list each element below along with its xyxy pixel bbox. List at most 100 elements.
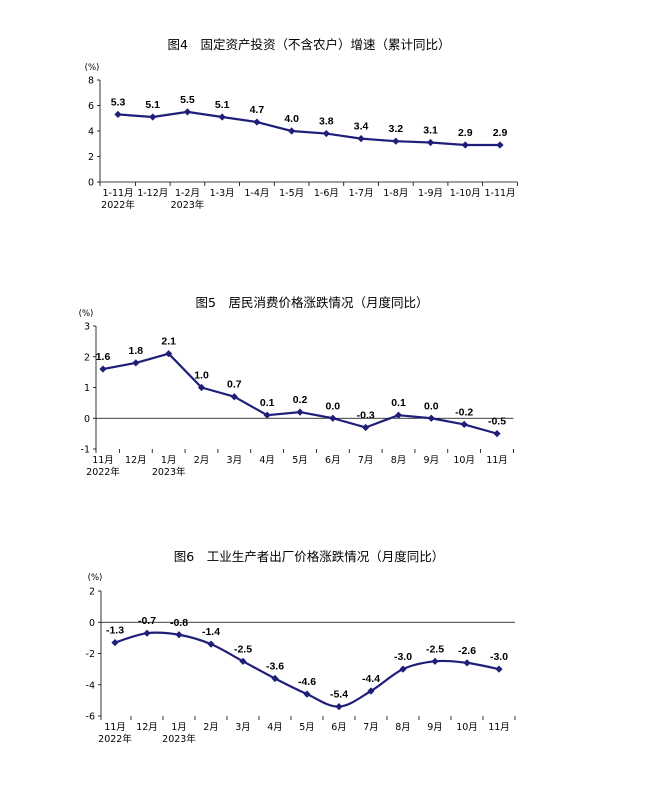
x-tick-label: 1-3月 [210, 188, 235, 199]
data-point [253, 118, 261, 126]
x-tick-label: 10月 [453, 455, 475, 466]
x-year-label: 2022年 [98, 733, 132, 745]
data-label: -3.0 [490, 651, 508, 663]
chart-title: 图5 居民消费价格涨跌情况（月度同比） [196, 295, 429, 310]
data-point [496, 141, 504, 149]
x-tick-label: 11月 [92, 455, 114, 466]
data-label: -0.2 [455, 406, 473, 418]
x-tick-label: 12月 [125, 455, 147, 466]
y-tick-label: 6 [88, 101, 94, 112]
data-label: 1.6 [96, 351, 111, 363]
data-point [362, 423, 370, 432]
x-tick-label: 8月 [395, 722, 411, 733]
x-tick-label: 1-8月 [383, 188, 408, 199]
x-tick-label: 5月 [299, 722, 315, 733]
x-year-label: 2022年 [101, 199, 135, 211]
x-tick-label: 8月 [391, 455, 407, 466]
data-point [431, 657, 439, 665]
data-point [230, 393, 238, 401]
data-label: 0.2 [293, 394, 308, 406]
x-tick-label: 11月 [104, 722, 126, 733]
y-tick-label: 0 [88, 178, 94, 189]
chart-6: 图6 工业生产者出厂价格涨跌情况（月度同比） (%) -6 -4 -2 0 2 11月 12月 1… [86, 549, 516, 745]
data-label: -1.4 [202, 626, 220, 638]
y-tick-label: 0 [89, 618, 95, 629]
data-label: 2.9 [493, 127, 508, 139]
data-label: 1.8 [129, 345, 144, 357]
x-year-label: 2022年 [86, 466, 120, 478]
data-label: -5.4 [330, 689, 348, 701]
y-tick-label: -4 [86, 680, 95, 691]
x-tick-label: 1月 [171, 722, 187, 733]
x-tick-label: 12月 [136, 722, 158, 733]
data-point [461, 141, 469, 149]
data-point [392, 137, 400, 145]
data-point [329, 414, 337, 422]
data-label: 5.1 [215, 99, 230, 111]
data-point [99, 365, 107, 373]
chart-title: 图6 工业生产者出厂价格涨跌情况（月度同比） [174, 549, 444, 564]
data-label: 0.0 [424, 400, 439, 412]
x-tick-label: 1-9月 [418, 188, 443, 199]
data-point [218, 113, 226, 121]
chart-4: 图4 固定资产投资（不含农户）增速（累计同比） (%) 0 2 4 6 8 1-11月 1-12… [85, 37, 518, 211]
x-tick-label: 10月 [456, 722, 478, 733]
data-point [271, 674, 279, 683]
data-point [263, 411, 271, 419]
data-label: 2.9 [458, 127, 473, 139]
x-tick-label: 5月 [292, 455, 308, 466]
series-line [117, 110, 500, 147]
data-label: 0.0 [326, 400, 341, 412]
x-year-label: 2023年 [171, 199, 205, 211]
data-label: -2.6 [458, 645, 476, 657]
data-point [399, 665, 407, 673]
x-tick-label: 1-5月 [279, 188, 304, 199]
data-label: 3.4 [354, 121, 369, 133]
y-tick-label: 1 [84, 383, 90, 394]
data-label: 5.1 [145, 99, 160, 111]
x-tick-label: 4月 [259, 455, 275, 466]
x-tick-label: 9月 [424, 455, 440, 466]
y-tick-label: 2 [84, 352, 90, 363]
data-label: 0.7 [227, 379, 242, 391]
y-tick-label: 2 [89, 587, 95, 598]
x-tick-label: 1-11月 [484, 188, 515, 199]
y-axis-unit: (%) [79, 309, 94, 319]
y-axis-unit: (%) [88, 573, 103, 583]
x-tick-label: 2月 [194, 455, 210, 466]
data-point [460, 420, 468, 428]
data-label: -1.3 [106, 625, 124, 637]
y-tick-label: -2 [86, 649, 95, 660]
x-tick-label: 7月 [358, 455, 374, 466]
data-label: -2.5 [234, 643, 252, 655]
data-label: -0.5 [488, 416, 506, 428]
data-label: 5.5 [180, 94, 195, 106]
x-tick-label: 1-6月 [314, 188, 339, 199]
data-point [322, 129, 330, 138]
data-label: 4.7 [250, 104, 265, 116]
data-point [149, 113, 157, 121]
y-tick-label: 0 [84, 414, 90, 425]
x-tick-label: 1月 [161, 455, 177, 466]
x-tick-label: 4月 [267, 722, 283, 733]
data-point [183, 108, 192, 116]
x-tick-label: 11月 [488, 722, 510, 733]
data-point [427, 414, 435, 422]
data-point [143, 629, 151, 637]
x-tick-label: 6月 [331, 722, 347, 733]
data-point [463, 659, 471, 667]
x-tick-label: 9月 [427, 722, 443, 733]
data-point [207, 640, 215, 648]
data-label: 3.1 [423, 124, 438, 136]
data-point [394, 411, 403, 419]
chart-title: 图4 固定资产投资（不含农户）增速（累计同比） [168, 37, 451, 52]
data-point [426, 138, 435, 147]
data-point [197, 383, 206, 392]
data-label: 3.2 [389, 123, 404, 135]
y-tick-label: 2 [88, 152, 94, 163]
data-label: -0.8 [170, 617, 188, 629]
x-tick-label: 1-4月 [244, 188, 269, 199]
data-label: 0.1 [260, 397, 275, 409]
data-point [111, 638, 119, 647]
